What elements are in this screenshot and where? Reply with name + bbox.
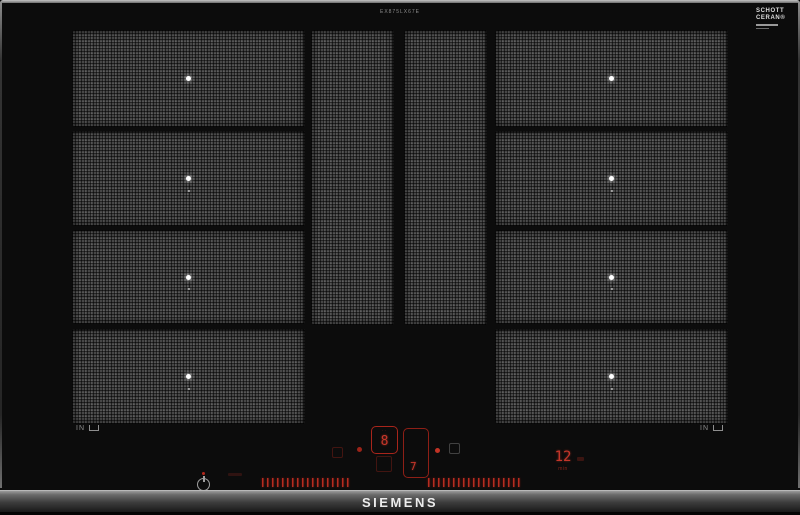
cook-zone-left-3 xyxy=(72,230,305,324)
move-right-indicator-dot xyxy=(435,448,440,453)
function-field-right[interactable] xyxy=(449,443,460,454)
pan-center-dot xyxy=(186,374,191,379)
function-field-left[interactable] xyxy=(332,447,343,458)
cook-zone-right-1 xyxy=(495,30,728,127)
schott-logo-bar xyxy=(756,24,778,26)
cook-zone-middle-right xyxy=(404,30,487,325)
cook-zone-left-1 xyxy=(72,30,305,127)
cook-zone-left-4 xyxy=(72,329,305,424)
cook-zone-left-2 xyxy=(72,131,305,226)
pan-center-dot xyxy=(609,274,614,280)
pan-center-dot xyxy=(186,76,191,81)
model-label: EX875LX67E xyxy=(379,9,421,15)
timer-unit-label: min xyxy=(558,466,568,472)
pan-center-dot xyxy=(186,274,191,280)
cook-zone-right-2 xyxy=(495,131,728,226)
timer-side-mark xyxy=(577,457,584,461)
power-icon-bar xyxy=(203,476,205,482)
power-level-marks: ·· xyxy=(382,428,387,433)
siemens-logo: SIEMENS xyxy=(361,495,438,510)
status-indicator-dot xyxy=(202,472,205,475)
timer-display[interactable]: 12 min xyxy=(548,449,578,473)
schott-logo-subbar xyxy=(756,28,769,29)
top-frame-edge xyxy=(0,0,800,3)
pan-center-dot xyxy=(186,176,191,181)
induction-marking-left-label: IN xyxy=(76,425,85,432)
zone-move-display[interactable]: 7 xyxy=(403,428,429,478)
timer-digits: 12 xyxy=(554,449,572,465)
secondary-level-field[interactable] xyxy=(376,456,392,472)
bezel-shadow xyxy=(0,512,800,515)
pan-center-dot xyxy=(609,374,614,379)
pan-center-subdot xyxy=(610,189,613,192)
induction-marking-right: IN xyxy=(700,425,723,432)
right-frame-edge xyxy=(798,2,800,488)
induction-marking-left: IN xyxy=(76,425,99,432)
pan-center-subdot xyxy=(187,189,190,192)
pan-center-dot xyxy=(609,76,614,81)
status-indicator-mark xyxy=(228,473,242,476)
power-level-display[interactable]: ·· 8 xyxy=(371,426,398,454)
left-frame-edge xyxy=(0,2,2,488)
cook-zone-middle-left xyxy=(311,30,394,325)
power-slider-left[interactable] xyxy=(262,478,352,487)
pan-center-subdot xyxy=(610,288,613,290)
pan-center-subdot xyxy=(187,288,190,290)
cook-zone-right-4 xyxy=(495,329,728,424)
pan-center-subdot xyxy=(610,387,613,390)
schott-ceran-logo: SCHOTT CERAN® xyxy=(756,8,785,29)
induction-marking-right-label: IN xyxy=(700,425,709,432)
pan-center-dot xyxy=(609,176,614,181)
cook-zone-right-3 xyxy=(495,230,728,324)
power-slider-right[interactable] xyxy=(428,478,521,487)
pot-icon xyxy=(89,425,99,431)
schott-ceran-line1: SCHOTT xyxy=(756,8,785,14)
pan-center-subdot xyxy=(187,387,190,390)
schott-ceran-line2: CERAN® xyxy=(756,15,786,21)
power-level-digit: 8 xyxy=(380,434,389,449)
pot-icon xyxy=(713,425,723,431)
zone-move-digit: 7 xyxy=(410,460,417,473)
front-bezel: SIEMENS xyxy=(0,490,800,512)
move-left-indicator-dot xyxy=(357,447,362,452)
